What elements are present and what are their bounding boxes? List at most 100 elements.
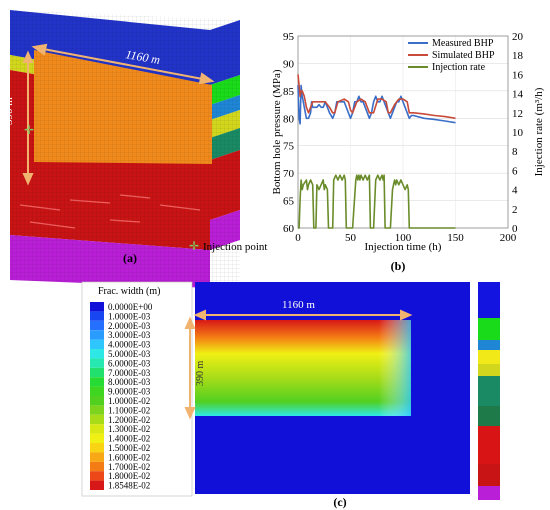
colorbar-swatch	[90, 311, 104, 321]
strip-layer	[478, 318, 500, 340]
colorbar-label: 1.8548E-02	[108, 481, 150, 491]
y2-axis-label: Injection rate (m³/h)	[533, 87, 545, 176]
colorbar-swatch	[90, 433, 104, 443]
colorbar-label: 9.0000E-03	[108, 387, 151, 397]
strip-layer	[478, 350, 500, 364]
y2-tick-label: 4	[512, 185, 518, 197]
strip-layer	[478, 406, 500, 426]
colorbar-label: 1.3000E-02	[108, 424, 150, 434]
height-arrow-c	[184, 316, 196, 420]
y2-axis-ticks: 0 2 4 6 8 10 12 14 16 18 20	[512, 31, 524, 235]
colorbar-swatch	[90, 414, 104, 425]
colorbar-swatch	[90, 452, 104, 462]
colorbar-swatch	[90, 424, 104, 434]
height-annotation-c: 390 m	[195, 361, 206, 387]
injection-marker-icon: ✛	[24, 123, 34, 137]
x-tick-label: 100	[395, 232, 412, 244]
x-tick-label: 150	[447, 232, 464, 244]
legend-marker-icon: ✛	[189, 239, 199, 253]
panel-c-fracture-map: Frac. width (m) 0.0000E+001.0000E-032.00…	[81, 281, 500, 509]
chart-legend: Measured BHP Simulated BHP Injection rat…	[408, 38, 495, 73]
colorbar-label: 6.0000E-03	[108, 358, 151, 368]
colorbar-swatch	[90, 320, 104, 331]
series-injection-rate	[298, 174, 456, 229]
panel-c-label: (c)	[333, 495, 346, 509]
x-tick-label: 0	[295, 232, 301, 244]
colorbar-swatch	[90, 377, 104, 387]
y-tick-label: 65	[283, 196, 295, 208]
colorbar-label: 7.0000E-03	[108, 368, 151, 378]
colorbar-swatch	[90, 471, 104, 481]
colorbar-swatch	[90, 339, 104, 349]
y2-tick-label: 10	[512, 127, 524, 139]
strip-layer	[478, 464, 500, 486]
colorbar-swatch	[90, 396, 104, 406]
legend-text: Injection point	[203, 241, 267, 253]
colorbar-swatch	[90, 358, 104, 368]
colorbar-swatch	[90, 480, 104, 490]
colorbar-swatch	[90, 367, 104, 378]
colorbar-label: 8.0000E-03	[108, 377, 151, 387]
y2-tick-label: 20	[512, 31, 524, 43]
y2-tick-label: 16	[512, 69, 524, 81]
colorbar-label: 2.0000E-03	[108, 321, 151, 331]
x-axis-ticks: 0 50 100 150 200	[295, 232, 517, 244]
colorbar-label: 1.0000E-02	[108, 396, 150, 406]
legend-title: Frac. width (m)	[98, 286, 161, 297]
colorbar-swatch	[90, 405, 104, 415]
strip-layer	[478, 364, 500, 376]
colorbar-swatch	[90, 386, 104, 396]
colorbar-label: 1.0000E-03	[108, 311, 151, 321]
colorbar-label: 1.4000E-02	[108, 434, 150, 444]
colorbar-swatch	[90, 461, 104, 472]
x-axis-label: Injection time (h)	[365, 241, 442, 253]
colorbar-label: 5.0000E-03	[108, 349, 151, 359]
x-tick-label: 50	[345, 232, 357, 244]
y2-tick-label: 8	[512, 146, 518, 158]
y-tick-label: 80	[283, 113, 295, 125]
strip-layer	[478, 426, 500, 464]
colorbar-swatch	[90, 443, 104, 453]
colorbar-swatch	[90, 349, 104, 359]
colorbar-label: 1.1000E-02	[108, 405, 150, 415]
strip-layer	[478, 340, 500, 350]
panel-a-label: (a)	[123, 251, 137, 265]
colorbar-label: 4.0000E-03	[108, 340, 151, 350]
panel-b-chart: 60 65 70 75 80 85 90 95 0 2 4 6 8 10 12 14 16 18 20 0 50 10…	[271, 31, 545, 273]
length-arrow	[31, 43, 215, 85]
height-annotation: 390 m	[3, 97, 15, 125]
y2-tick-label: 18	[512, 50, 524, 62]
legend-simulated: Simulated BHP	[432, 50, 495, 61]
colorbar-label: 1.2000E-02	[108, 415, 150, 425]
length-annotation-c: 1160 m	[282, 299, 315, 311]
colorbar-swatch	[90, 302, 104, 312]
colorbar-label: 1.7000E-02	[108, 462, 150, 472]
y-tick-label: 60	[283, 223, 295, 235]
y-tick-label: 90	[283, 58, 295, 70]
y-tick-label: 75	[283, 141, 295, 153]
y-tick-label: 85	[283, 86, 295, 98]
y2-tick-label: 12	[512, 108, 523, 120]
colorbar-label: 3.0000E-03	[108, 330, 151, 340]
colorbar: 0.0000E+001.0000E-032.0000E-033.0000E-03…	[90, 302, 153, 491]
y2-tick-label: 2	[512, 204, 518, 216]
series-simulated-bhp	[297, 74, 456, 120]
strip-layer	[478, 376, 500, 406]
y-tick-label: 70	[283, 168, 295, 180]
y2-tick-label: 14	[512, 89, 524, 101]
strip-layer	[478, 282, 500, 318]
layer-strip	[478, 282, 500, 500]
y-axis-ticks: 60 65 70 75 80 85 90 95	[283, 31, 295, 235]
colorbar-label: 1.5000E-02	[108, 443, 150, 453]
legend-injection: Injection rate	[432, 62, 486, 73]
colorbar-label: 1.6000E-02	[108, 452, 150, 462]
length-arrow-c	[193, 309, 413, 321]
chart-series	[297, 74, 456, 229]
plot-area	[297, 35, 509, 229]
y2-tick-label: 6	[512, 165, 518, 177]
colorbar-label: 0.0000E+00	[108, 302, 153, 312]
panel-a-3d-model: 1160 m 390 m ✛ ✛ Injection point (a)	[3, 10, 267, 288]
colorbar-swatch	[90, 330, 104, 340]
y-axis-label: Bottom hole pressure (MPa)	[271, 69, 283, 194]
height-arrow	[22, 50, 34, 186]
